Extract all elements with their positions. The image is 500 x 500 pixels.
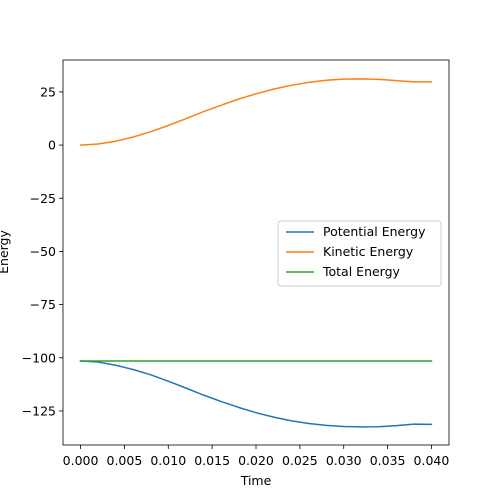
y-tick-label: 0 (48, 138, 56, 153)
x-tick-label: 0.010 (150, 453, 186, 468)
legend-label-potential: Potential Energy (323, 224, 426, 239)
legend-label-kinetic: Kinetic Energy (323, 244, 414, 259)
axis-ticks: 0.000 0.005 0.010 0.015 0.020 0.025 0.030 0.035… (22, 84, 450, 468)
y-tick-label: −100 (22, 350, 56, 365)
x-tick-label: 0.025 (282, 453, 318, 468)
y-tick-label: −50 (30, 244, 56, 259)
series-line-potential-energy (79, 360, 433, 428)
y-tick-label: −125 (22, 403, 56, 418)
legend-label-total: Total Energy (322, 264, 401, 279)
x-tick-label: 0.005 (107, 453, 143, 468)
x-tick-label: 0.015 (194, 453, 230, 468)
x-tick-label: 0.040 (414, 453, 450, 468)
y-tick-label: −25 (30, 191, 56, 206)
x-tick-label: 0.035 (370, 453, 406, 468)
x-tick-label: 0.000 (63, 453, 99, 468)
y-tick-label: −75 (30, 297, 56, 312)
plot-area (79, 78, 433, 428)
y-axis-label: Energy (0, 230, 11, 274)
legend: Potential Energy Kinetic Energy Total En… (277, 220, 442, 287)
x-axis-label: Time (240, 473, 272, 488)
x-tick-label: 0.030 (326, 453, 362, 468)
series-line-kinetic-energy (79, 78, 433, 146)
y-tick-label: 25 (40, 84, 56, 99)
legend-box (277, 220, 442, 287)
x-tick-label: 0.020 (238, 453, 274, 468)
